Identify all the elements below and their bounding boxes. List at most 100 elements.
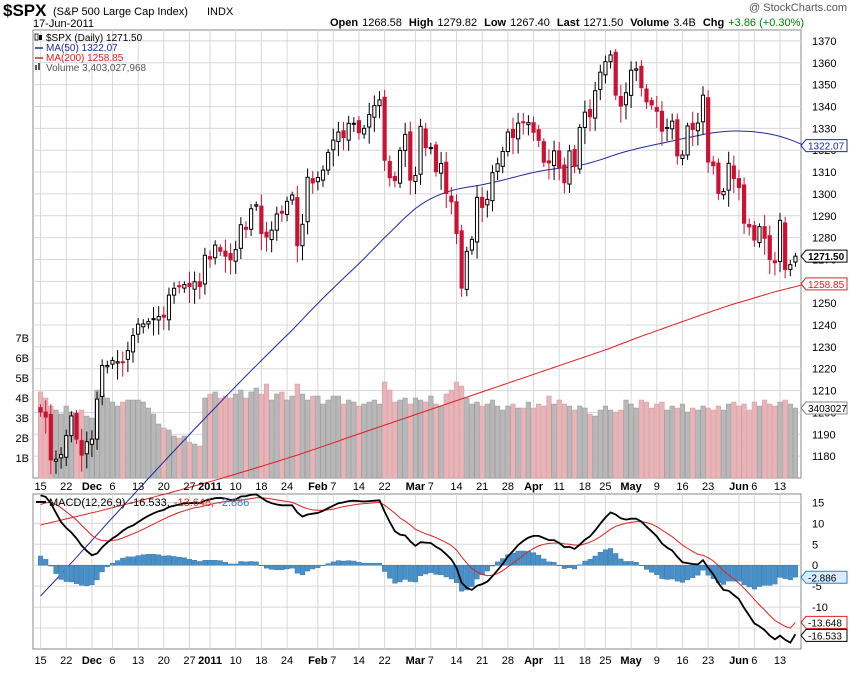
volume-bar <box>679 403 686 479</box>
macd-hist-bar <box>135 555 141 566</box>
price-tick-label: 1250 <box>812 298 836 310</box>
candle-body <box>572 149 577 167</box>
volume-bar <box>366 401 372 479</box>
candle-body <box>516 122 521 140</box>
volume-bar <box>448 389 454 479</box>
volume-bar <box>705 407 711 479</box>
macd-hist-bar <box>695 565 701 576</box>
candle-body <box>202 254 207 285</box>
candle-body <box>130 335 136 353</box>
volume-bar <box>515 407 521 479</box>
candle-body <box>141 323 146 328</box>
macd-hist-bar <box>592 555 598 566</box>
macd-hist-bar <box>253 561 259 566</box>
quote-bar: Open 1268.58 High 1279.82 Low 1267.40 Last 1271… <box>330 17 804 29</box>
quote-value: 1279.82 <box>437 17 477 29</box>
macd-hist-bar <box>53 565 59 574</box>
candle-body <box>397 149 403 184</box>
date-tick-label: 21 <box>476 655 488 667</box>
candle-body <box>300 223 305 247</box>
date-tick-label: Apr <box>524 481 544 493</box>
macd-hist-bar <box>94 565 100 581</box>
date-tick-label: 9 <box>654 655 660 667</box>
candle-body <box>146 321 151 325</box>
candle-body <box>608 54 613 63</box>
date-tick-label: 15 <box>34 655 46 667</box>
candle-body <box>408 131 413 181</box>
candle-body <box>767 235 772 260</box>
candle-body <box>721 190 726 196</box>
candle-body <box>310 178 315 184</box>
candle-body <box>541 141 546 163</box>
volume-bar <box>135 399 141 479</box>
volume-bar <box>382 381 388 479</box>
legend-entry: $SPX (Daily) 1271.50 <box>46 33 143 44</box>
candle-body <box>731 165 736 180</box>
volume-bar <box>474 401 480 479</box>
date-tick-label: 13 <box>132 481 144 493</box>
volume-tag-text: 3403027 <box>808 404 847 415</box>
macd-hist-bar <box>104 565 110 568</box>
candle-body <box>664 126 670 130</box>
date-tick-label: 6 <box>109 481 115 493</box>
volume-bar <box>192 443 198 479</box>
date-tick-label: 10 <box>230 481 242 493</box>
date-tick-label: 22 <box>60 655 72 667</box>
candle-body <box>392 175 397 182</box>
candle-body <box>295 197 300 247</box>
macd-hist-bar <box>510 552 516 566</box>
volume-bar <box>423 401 429 479</box>
macd-hist-bar <box>371 562 377 566</box>
macd-panel-frame <box>32 493 802 650</box>
date-tick-label: Jun <box>729 655 749 667</box>
candle-body <box>279 210 285 214</box>
macd-hist-bar <box>156 554 162 566</box>
candle-body <box>351 122 356 125</box>
date-tick-label: 14 <box>353 481 365 493</box>
macd-hist-bar <box>58 565 64 580</box>
date-tick-label: 15 <box>34 481 46 493</box>
candle-body <box>582 111 587 128</box>
macd-legend: MACD(12,26,9) -16.533, -13.648, -2.886 <box>36 497 249 509</box>
volume-bar <box>140 401 146 479</box>
macd-hist-bar <box>582 560 588 566</box>
macd-hist-bar <box>248 561 254 566</box>
volume-tick-label: 4B <box>16 393 29 405</box>
volume-bar <box>479 405 485 479</box>
candle-body <box>213 244 218 259</box>
candle-body <box>546 160 552 164</box>
date-tick-label: 18 <box>255 481 267 493</box>
macd-hist-bar <box>721 565 727 585</box>
volume-bar <box>525 401 531 479</box>
macd-hist-bar <box>546 561 552 566</box>
price-tick-label: 1330 <box>812 123 836 135</box>
watermark: @ StockCharts.com <box>749 2 847 14</box>
candle-body <box>238 224 243 249</box>
macd-label: MACD(12,26,9) <box>49 497 125 509</box>
quote-value: 1268.58 <box>362 17 402 29</box>
date-tick-label: 21 <box>476 481 488 493</box>
volume-bar <box>715 405 721 479</box>
macd-hist-bar <box>109 562 115 566</box>
macd-hist-bar <box>99 565 105 573</box>
macd-hist-bar <box>269 565 275 570</box>
macd-hist-bar <box>669 565 675 580</box>
volume-bar <box>459 385 465 479</box>
date-tick-label: May <box>620 655 642 667</box>
date-tick-label: 22 <box>378 655 390 667</box>
date-tick-label: 11 <box>554 655 565 667</box>
macd-hist-bar <box>397 565 403 583</box>
volume-bar <box>145 407 151 479</box>
macd-hist-bar <box>79 565 85 586</box>
quote-label: Last <box>557 17 580 29</box>
date-tick-label: 2011 <box>198 655 222 667</box>
macd-hist-bar <box>623 561 629 566</box>
volume-bar <box>263 383 270 479</box>
candle-body <box>428 147 433 150</box>
volume-bar <box>253 387 259 479</box>
volume-bar <box>720 409 727 479</box>
volume-bars <box>38 381 798 479</box>
volume-bar <box>130 399 136 479</box>
quote-label: Volume <box>630 17 669 29</box>
